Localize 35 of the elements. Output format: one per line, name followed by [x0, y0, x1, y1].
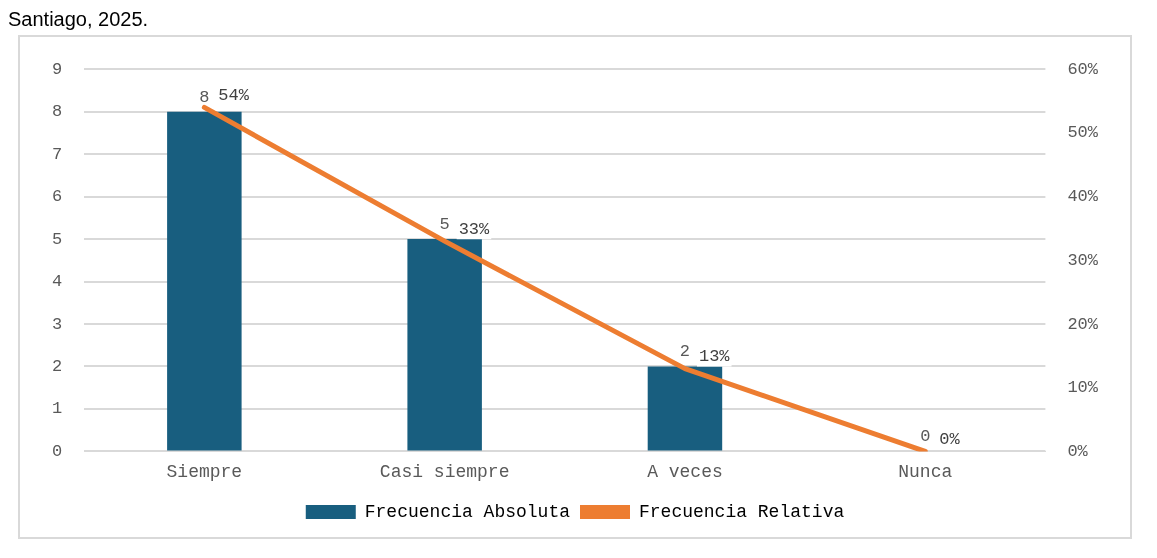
data-label: 13% — [698, 347, 731, 367]
data-label: 8 — [199, 87, 210, 107]
legend-label: Frecuencia Absoluta — [364, 501, 571, 522]
y2-tick-label: 30% — [1067, 250, 1099, 270]
y-tick-label: 2 — [52, 356, 63, 376]
y-tick-label: 8 — [52, 102, 63, 122]
x-tick-label: Nunca — [898, 461, 953, 482]
y-tick-label: 5 — [52, 229, 63, 249]
data-label: 54% — [218, 85, 250, 105]
chart-title: Santiago, 2025. — [8, 8, 150, 31]
data-label: 2 — [679, 342, 691, 362]
y-tick-label: 4 — [52, 272, 63, 292]
y2-tick-label: 10% — [1067, 378, 1099, 398]
y-tick-label: 3 — [52, 314, 63, 334]
x-tick-label: A veces — [647, 461, 723, 482]
y2-tick-label: 40% — [1067, 187, 1099, 207]
bar — [167, 111, 242, 451]
bar — [407, 239, 482, 451]
y2-tick-label: 0% — [1067, 441, 1089, 461]
y-tick-label: 7 — [52, 144, 63, 164]
data-label: 0 — [920, 427, 931, 447]
x-tick-label: Casi siempre — [379, 461, 510, 482]
y-tick-label: 6 — [52, 187, 63, 207]
data-label: 33% — [458, 219, 491, 239]
y-tick-label: 9 — [52, 59, 63, 79]
bar — [647, 366, 723, 451]
y2-tick-label: 50% — [1067, 123, 1099, 143]
legend-label: Frecuencia Relativa — [639, 501, 845, 522]
y2-tick-label: 60% — [1067, 59, 1099, 79]
y-tick-label: 0 — [52, 441, 63, 461]
y2-tick-label: 20% — [1067, 314, 1099, 334]
y-tick-label: 1 — [52, 399, 63, 419]
x-tick-label: Siempre — [166, 461, 243, 482]
data-label: 5 — [439, 215, 450, 235]
data-label: 0% — [939, 429, 961, 449]
